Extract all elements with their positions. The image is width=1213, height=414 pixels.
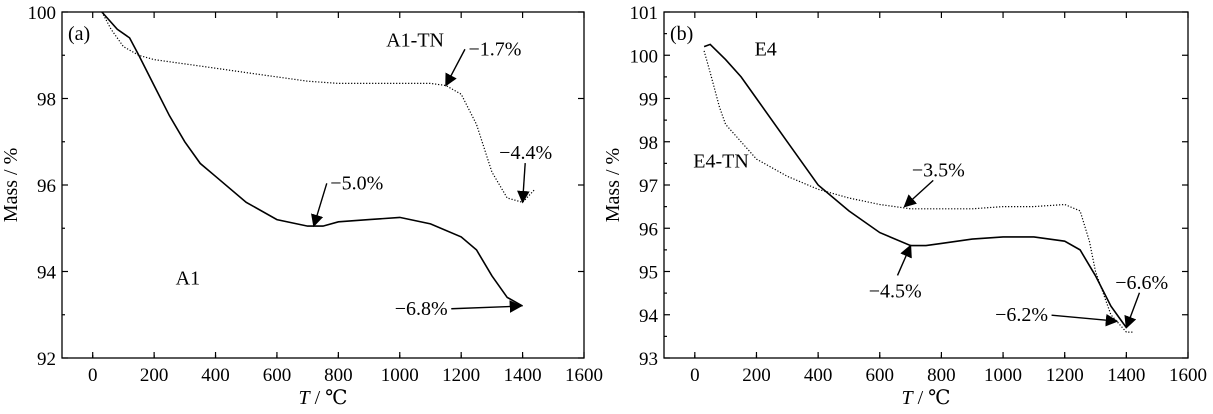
x-tick-label-a: 1000 bbox=[381, 365, 419, 386]
annotation-arrow bbox=[1051, 313, 1119, 327]
x-axis-title-b: T / ℃ bbox=[901, 387, 950, 409]
series-line-e4-tn bbox=[703, 50, 1133, 333]
series-line-a1 bbox=[101, 11, 523, 307]
x-tick-label-a: 1600 bbox=[565, 365, 603, 386]
annotation-arrow bbox=[451, 300, 523, 313]
x-axis-unit-b: / ℃ bbox=[913, 387, 951, 409]
annotation-arrow bbox=[517, 163, 530, 204]
y-tick-label-a: 100 bbox=[28, 3, 57, 24]
y-tick-label-b: 94 bbox=[639, 306, 659, 327]
x-tick-label-a: 1400 bbox=[504, 365, 542, 386]
panel-b: 0 200 400 600 800 1000 1200 1400 1600 93 94 95 96 97 9… bbox=[602, 3, 1207, 409]
plot-frame-b bbox=[663, 11, 1189, 359]
x-tick-label-b: 1400 bbox=[1107, 365, 1145, 386]
y-axis-title-b: Mass / % bbox=[602, 148, 624, 222]
series-name-label: E4 bbox=[755, 38, 777, 60]
y-axis-title-a: Mass / % bbox=[0, 148, 22, 222]
y-tick-label-b: 101 bbox=[630, 3, 659, 24]
x-tick-label-a: 600 bbox=[263, 365, 292, 386]
y-tick-label-b: 96 bbox=[639, 219, 658, 240]
x-axis-symbol-a: T bbox=[298, 387, 311, 409]
annotation-label: −6.2% bbox=[995, 304, 1048, 326]
x-axis-symbol-b: T bbox=[901, 387, 914, 409]
annotation-label: −4.5% bbox=[869, 280, 922, 302]
y-tick-label-a: 94 bbox=[37, 263, 57, 284]
x-tick-label-b: 1000 bbox=[984, 365, 1022, 386]
x-tick-label-a: 400 bbox=[201, 365, 230, 386]
annotation-arrow bbox=[1124, 292, 1141, 329]
panel-label-a: (a) bbox=[68, 23, 90, 45]
y-tick-label-b: 99 bbox=[639, 90, 658, 111]
x-tick-label-a: 800 bbox=[324, 365, 353, 386]
y-tick-label-b: 97 bbox=[639, 176, 658, 197]
x-tick-label-b: 0 bbox=[690, 365, 700, 386]
annotation-arrow bbox=[903, 179, 934, 208]
series-name-label: A1 bbox=[176, 267, 200, 289]
panel-a: 0 200 400 600 800 1000 1200 1400 1600 92 94 96 98 100… bbox=[0, 3, 603, 409]
y-tick-label-a: 92 bbox=[37, 349, 56, 370]
annotation-arrow bbox=[896, 244, 912, 276]
annotation-arrow bbox=[311, 183, 328, 228]
series-line-a1-tn bbox=[101, 11, 536, 203]
x-axis-unit-a: / ℃ bbox=[310, 387, 348, 409]
panel-label-b: (b) bbox=[670, 23, 693, 45]
y-tick-label-b: 95 bbox=[639, 263, 658, 284]
annotation-arrow bbox=[445, 48, 466, 87]
y-tick-label-a: 98 bbox=[37, 90, 56, 111]
annotation-label: −6.6% bbox=[1115, 272, 1168, 294]
x-tick-label-a: 200 bbox=[140, 365, 169, 386]
x-tick-label-b: 200 bbox=[742, 365, 771, 386]
series-name-label: A1-TN bbox=[386, 30, 444, 52]
series-name-label: E4-TN bbox=[693, 151, 749, 173]
y-tick-label-b: 98 bbox=[639, 133, 658, 154]
y-tick-label-a: 96 bbox=[37, 176, 56, 197]
x-tick-label-b: 400 bbox=[804, 365, 833, 386]
annotation-label: −1.7% bbox=[468, 38, 521, 60]
annotation-label: −4.4% bbox=[499, 142, 552, 164]
series-line-e4 bbox=[703, 43, 1128, 329]
annotation-label: −3.5% bbox=[912, 159, 965, 181]
annotation-label: −5.0% bbox=[330, 172, 383, 194]
y-tick-label-b: 100 bbox=[630, 46, 659, 67]
x-tick-label-a: 1200 bbox=[442, 365, 480, 386]
x-axis-title-a: T / ℃ bbox=[298, 387, 347, 409]
x-tick-label-b: 1200 bbox=[1046, 365, 1084, 386]
annotation-label: −6.8% bbox=[395, 298, 448, 320]
x-tick-label-b: 1600 bbox=[1169, 365, 1207, 386]
x-tick-label-a: 0 bbox=[88, 365, 98, 386]
y-tick-label-b: 93 bbox=[639, 349, 658, 370]
x-tick-label-b: 600 bbox=[866, 365, 895, 386]
x-tick-label-b: 800 bbox=[927, 365, 956, 386]
